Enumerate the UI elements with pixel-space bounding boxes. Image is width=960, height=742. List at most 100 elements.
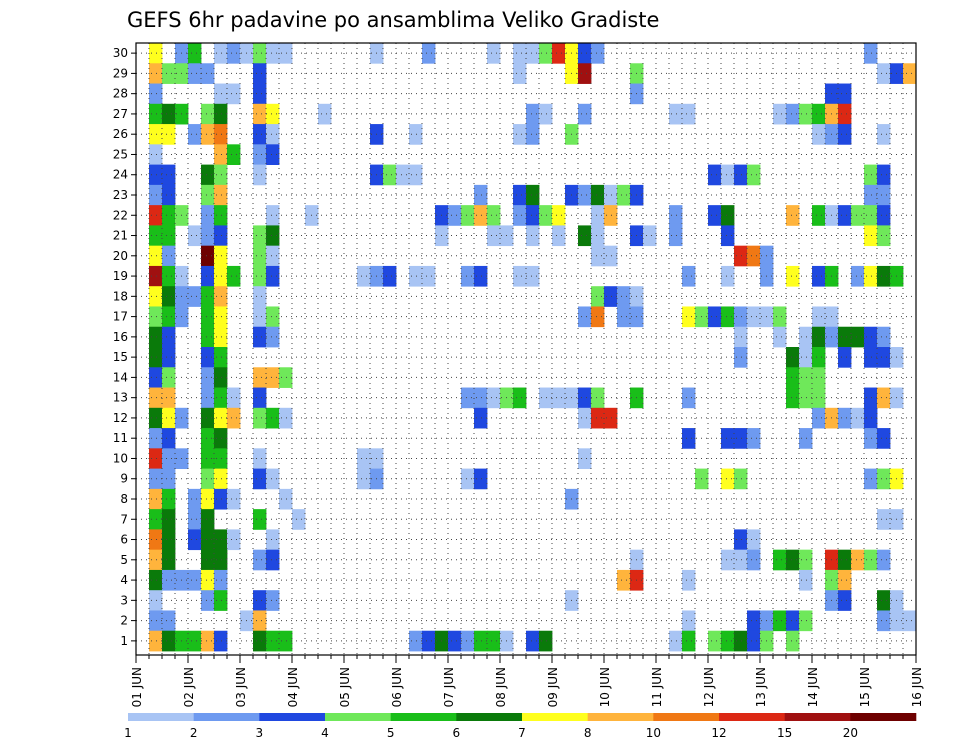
heatmap-cell xyxy=(578,448,592,469)
heatmap-cell xyxy=(149,326,163,348)
heatmap-cell xyxy=(838,124,852,145)
heatmap-cell xyxy=(253,43,267,64)
heatmap-cell xyxy=(721,205,735,226)
heatmap-cell xyxy=(227,144,241,165)
heatmap-cell xyxy=(526,43,540,64)
heatmap-cell xyxy=(474,407,488,429)
y-tick-label: 4 xyxy=(120,573,128,587)
heatmap-cell xyxy=(279,488,293,510)
heatmap-cell xyxy=(253,63,267,84)
y-tick-label: 13 xyxy=(113,391,128,405)
heatmap-cell xyxy=(591,205,605,226)
heatmap-cell xyxy=(214,306,228,328)
heatmap-cell xyxy=(864,428,878,449)
heatmap-cell xyxy=(513,43,527,64)
heatmap-cell xyxy=(539,630,553,652)
heatmap-cell xyxy=(149,569,163,591)
heatmap-cell xyxy=(162,468,176,490)
heatmap-cell xyxy=(474,205,488,226)
heatmap-cell xyxy=(149,306,163,328)
heatmap-cell xyxy=(188,569,202,591)
heatmap-cell xyxy=(149,468,163,490)
heatmap-cell xyxy=(162,569,176,591)
heatmap-cell xyxy=(149,205,163,226)
heatmap-cell xyxy=(786,549,800,571)
heatmap-cell xyxy=(383,265,397,287)
heatmap-cell xyxy=(786,103,800,125)
heatmap-cell xyxy=(786,367,800,388)
heatmap-cell xyxy=(357,265,371,287)
heatmap-cell xyxy=(487,630,501,652)
heatmap-cell xyxy=(214,326,228,348)
heatmap-cell xyxy=(864,326,878,348)
heatmap-cell xyxy=(773,549,787,571)
heatmap-cell xyxy=(357,448,371,469)
heatmap-cell xyxy=(149,407,163,429)
heatmap-cell xyxy=(201,63,215,84)
heatmap-cell xyxy=(266,225,280,247)
heatmap-cell xyxy=(253,549,267,571)
y-tick-label: 14 xyxy=(113,370,128,384)
colorbar-swatch xyxy=(719,713,785,721)
heatmap-cell xyxy=(851,407,865,429)
y-tick-label: 27 xyxy=(113,107,128,121)
heatmap-cell xyxy=(812,326,826,348)
heatmap-cell xyxy=(474,387,488,409)
heatmap-cell xyxy=(214,549,228,571)
heatmap-cell xyxy=(253,245,267,267)
heatmap-cell xyxy=(162,225,176,247)
heatmap-cell xyxy=(812,347,826,368)
heatmap-cell xyxy=(747,549,761,571)
heatmap-cell xyxy=(721,265,735,287)
x-tick-label: 08 JUN xyxy=(494,667,508,707)
colorbar-label: 8 xyxy=(584,726,592,740)
heatmap-cell xyxy=(708,306,722,328)
colorbar-label: 2 xyxy=(190,726,198,740)
colorbar-label: 12 xyxy=(711,726,726,740)
y-tick-label: 6 xyxy=(120,533,128,547)
heatmap-cell xyxy=(266,103,280,125)
heatmap-cell xyxy=(877,265,891,287)
heatmap-cell xyxy=(149,265,163,287)
heatmap-cell xyxy=(747,529,761,551)
x-tick-label: 05 JUN xyxy=(338,667,352,707)
heatmap-cell xyxy=(799,347,813,368)
heatmap-cell xyxy=(461,630,475,652)
x-tick-label: 13 JUN xyxy=(754,667,768,707)
y-tick-label: 10 xyxy=(113,451,128,465)
heatmap-cell xyxy=(877,225,891,247)
heatmap-cell xyxy=(214,448,228,469)
y-axis: 1234567891011121314151617181920212223242… xyxy=(113,46,136,648)
heatmap-cell xyxy=(708,164,722,186)
heatmap-cell xyxy=(201,347,215,368)
heatmap-cell xyxy=(864,205,878,226)
heatmap-cell xyxy=(513,265,527,287)
heatmap-cell xyxy=(682,306,696,328)
heatmap-cell xyxy=(227,529,241,551)
y-tick-label: 18 xyxy=(113,289,128,303)
heatmap-cell xyxy=(149,509,163,530)
heatmap-cell xyxy=(214,205,228,226)
heatmap-cell xyxy=(578,306,592,328)
heatmap-cell xyxy=(149,590,163,611)
heatmap-cell xyxy=(201,590,215,611)
heatmap-cell xyxy=(747,164,761,186)
heatmap-cell xyxy=(214,347,228,368)
heatmap-cell xyxy=(188,286,202,307)
heatmap-cell xyxy=(188,630,202,652)
heatmap-cell xyxy=(266,144,280,165)
heatmap-cell xyxy=(162,428,176,449)
heatmap-cell xyxy=(201,488,215,510)
heatmap-cell xyxy=(864,225,878,247)
heatmap-cell xyxy=(786,610,800,632)
heatmap-cell xyxy=(682,630,696,652)
heatmap-cell xyxy=(227,83,241,105)
x-tick-label: 12 JUN xyxy=(702,667,716,707)
heatmap-cell xyxy=(149,428,163,449)
heatmap-cell xyxy=(578,225,592,247)
heatmap-cell xyxy=(201,569,215,591)
heatmap-cell xyxy=(877,205,891,226)
y-tick-label: 9 xyxy=(120,472,128,486)
heatmap-cell xyxy=(604,245,618,267)
